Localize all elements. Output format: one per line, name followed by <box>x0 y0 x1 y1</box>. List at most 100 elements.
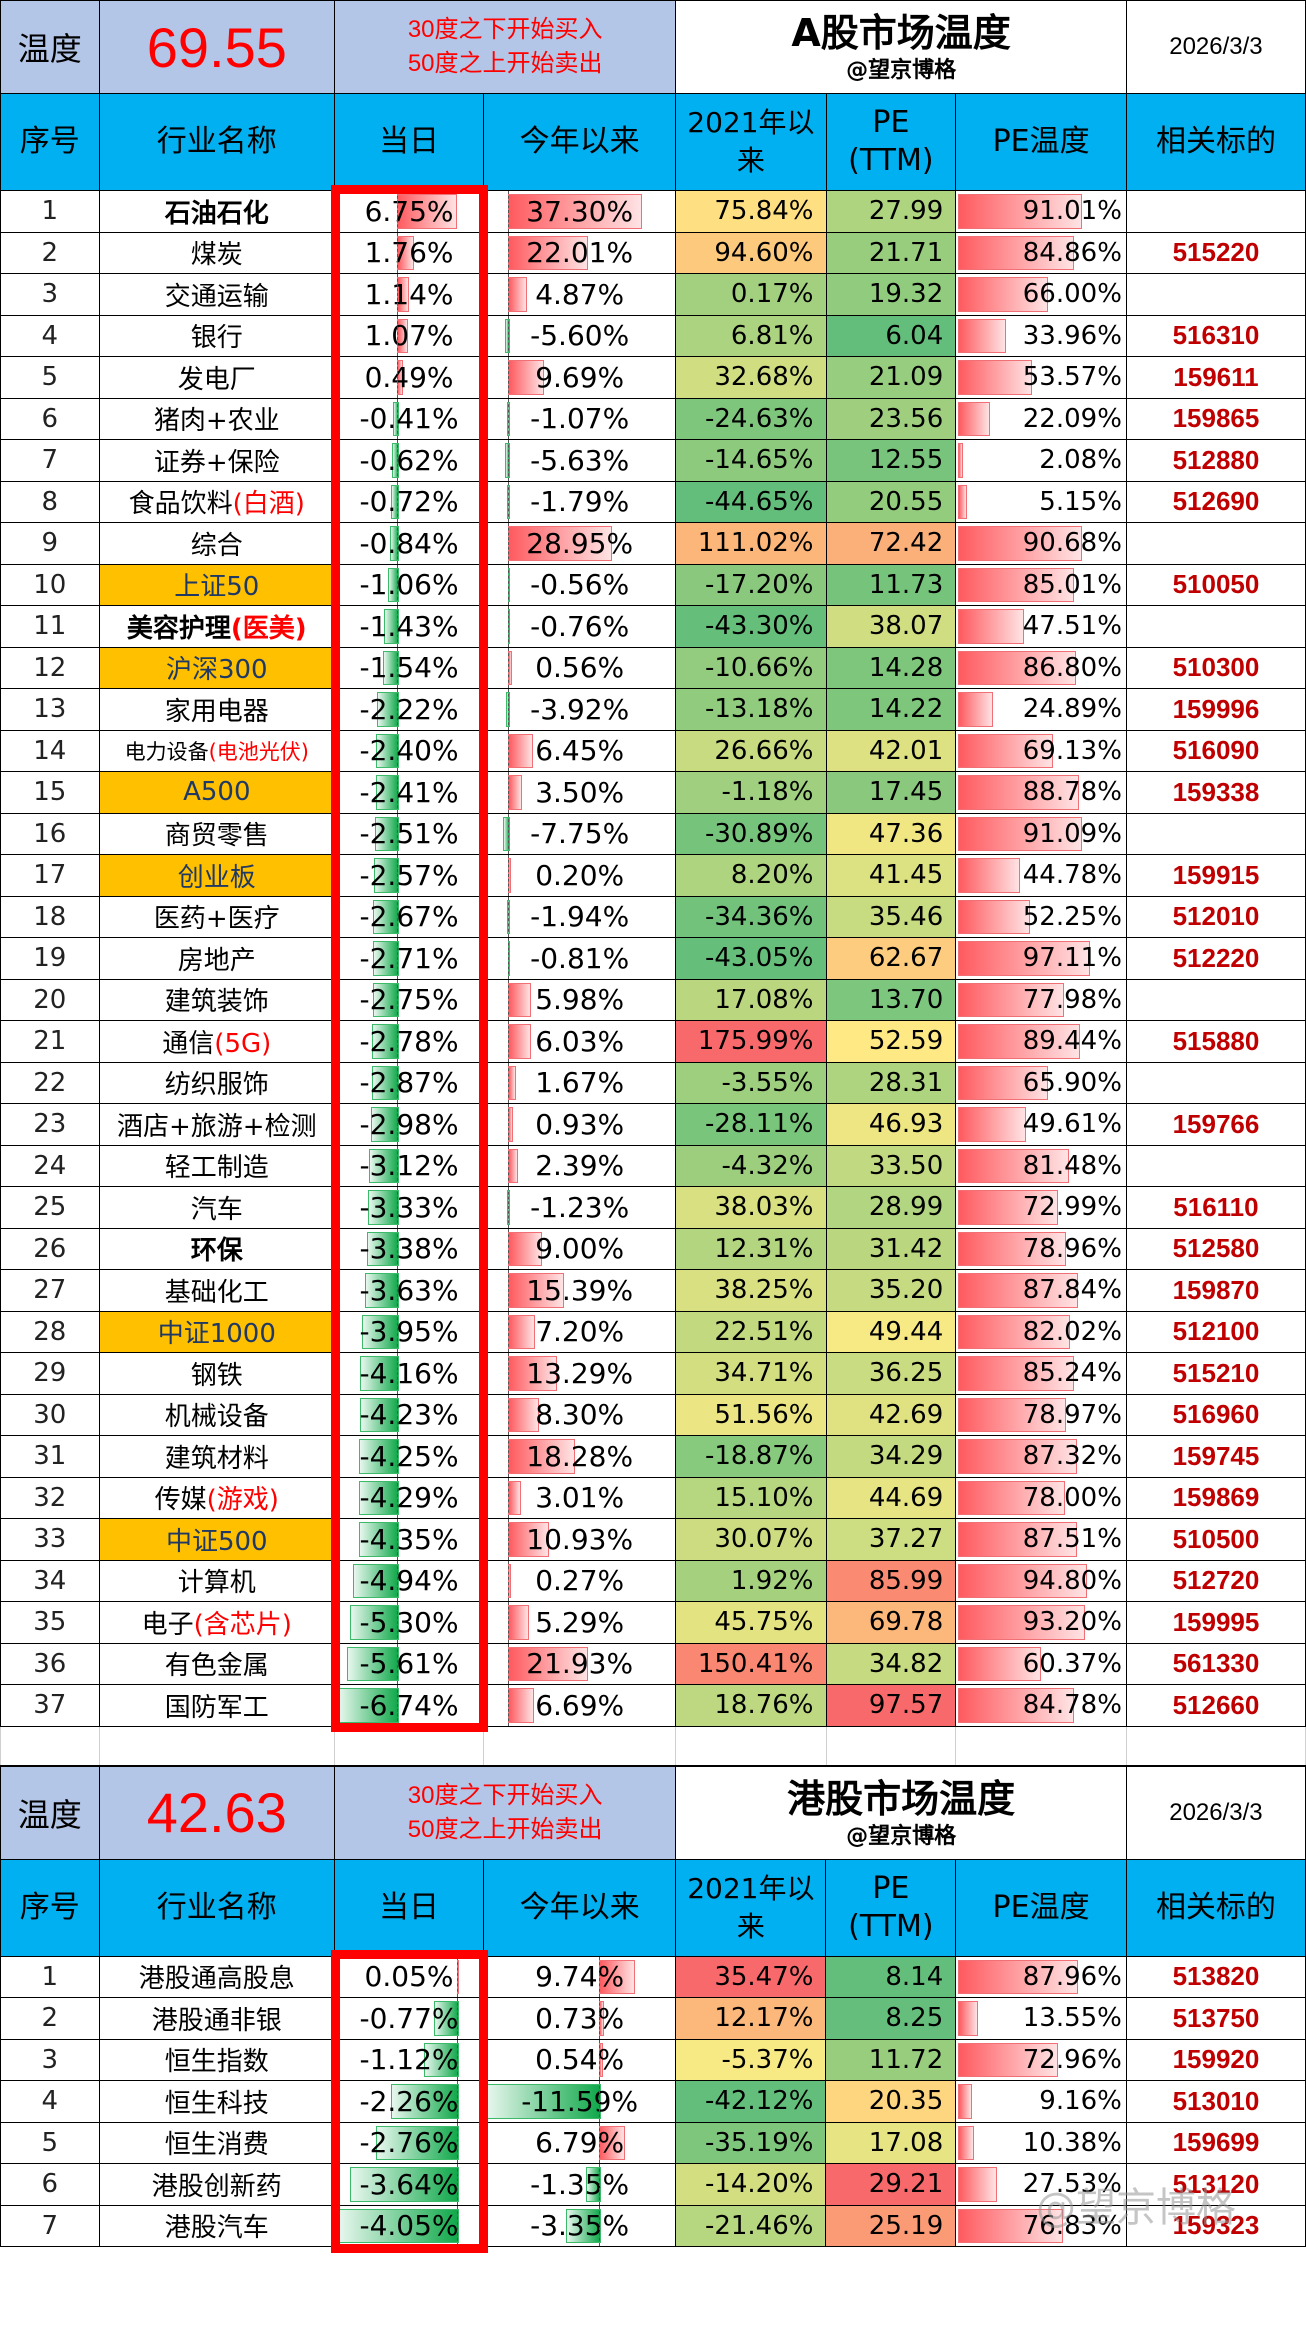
daily-change-value: -3.33% <box>359 1190 459 1224</box>
since-2021-change: 150.41% <box>675 1642 827 1685</box>
pe-temperature-cell: 5.15% <box>955 480 1127 523</box>
ytd-change-value: 37.30% <box>526 194 634 228</box>
table-row: 13 家用电器 -2.22% -3.92% -13.18% 14.22 24.8… <box>0 688 1306 731</box>
related-ticker[interactable]: 510500 <box>1125 1518 1306 1561</box>
related-ticker[interactable]: 510050 <box>1125 563 1306 606</box>
related-ticker[interactable] <box>1125 273 1306 316</box>
pe-temperature: 89.44% <box>1022 1026 1122 1057</box>
related-ticker[interactable]: 512580 <box>1125 1227 1306 1270</box>
daily-change-value: -4.29% <box>359 1481 459 1515</box>
related-ticker[interactable] <box>1125 1061 1306 1104</box>
daily-change-value: 6.75% <box>364 194 454 228</box>
pe-ttm: 46.93 <box>825 1103 957 1146</box>
market-title: 港股市场温度 <box>787 1776 1016 1821</box>
pe-temperature-bar <box>958 1190 1059 1225</box>
related-ticker[interactable]: 515880 <box>1125 1020 1306 1063</box>
daily-change-cell: -1.06% <box>334 563 485 606</box>
ytd-change-cell: -0.56% <box>483 563 677 606</box>
related-ticker[interactable] <box>1125 522 1306 565</box>
related-ticker[interactable]: 512010 <box>1125 895 1306 938</box>
related-ticker[interactable]: 159766 <box>1125 1103 1306 1146</box>
since-2021-change: 94.60% <box>675 231 827 274</box>
related-ticker[interactable] <box>1125 812 1306 855</box>
related-ticker[interactable]: 159611 <box>1125 356 1306 399</box>
related-ticker[interactable]: 159699 <box>1125 2121 1306 2164</box>
ytd-change-value: 1.67% <box>535 1066 625 1100</box>
related-ticker[interactable]: 512880 <box>1125 439 1306 482</box>
related-ticker[interactable]: 159338 <box>1125 771 1306 814</box>
pe-temperature-bar <box>958 277 1049 312</box>
positive-bar <box>508 1439 576 1474</box>
weibo-watermark: @望京博格 <box>1036 2185 1236 2231</box>
related-ticker[interactable]: 515220 <box>1125 231 1306 274</box>
related-ticker[interactable]: 159870 <box>1125 1269 1306 1312</box>
related-ticker[interactable]: 513750 <box>1125 1997 1306 2040</box>
daily-change-value: -2.22% <box>359 692 459 726</box>
table-row: 32 传媒(游戏) -4.29% 3.01% 15.10% 44.69 78.0… <box>0 1476 1306 1519</box>
related-ticker[interactable]: 159323 <box>1125 2204 1306 2247</box>
table-row: 10 上证50 -1.06% -0.56% -17.20% 11.73 85.0… <box>0 563 1306 606</box>
related-ticker[interactable]: 512660 <box>1125 1684 1306 1727</box>
related-ticker[interactable]: 513120 <box>1125 2163 1306 2206</box>
related-ticker[interactable]: 159996 <box>1125 688 1306 731</box>
since-2021-change: 12.17% <box>675 1997 827 2040</box>
pe-temperature-bar <box>958 2001 979 2036</box>
related-ticker[interactable]: 159915 <box>1125 854 1306 897</box>
related-ticker[interactable]: 561330 <box>1125 1642 1306 1685</box>
pe-temperature-bar <box>958 1688 1075 1723</box>
pe-temperature-cell: 13.55% <box>955 1997 1127 2040</box>
negative-bar <box>424 2042 460 2077</box>
related-ticker[interactable]: 515210 <box>1125 1352 1306 1395</box>
ytd-change-value: -5.63% <box>530 443 630 477</box>
related-ticker[interactable] <box>1125 605 1306 648</box>
pe-ttm: 36.25 <box>825 1352 957 1395</box>
related-ticker[interactable] <box>1125 1144 1306 1187</box>
pe-temperature-bar <box>958 526 1083 561</box>
pe-temperature-bar <box>958 609 1025 644</box>
row-index: 32 <box>0 1476 100 1519</box>
related-ticker[interactable]: 159745 <box>1125 1435 1306 1478</box>
pe-temperature-cell: 78.00% <box>955 1476 1127 1519</box>
related-ticker[interactable]: 512100 <box>1125 1310 1306 1353</box>
ytd-change-value: 6.69% <box>535 1688 625 1722</box>
since-2021-change: -10.66% <box>675 646 827 689</box>
related-ticker[interactable]: 159869 <box>1125 1476 1306 1519</box>
rule-buy: 30度之下开始买入 <box>407 1781 603 1809</box>
negative-bar <box>376 775 400 810</box>
related-ticker[interactable]: 516960 <box>1125 1393 1306 1436</box>
col-header-daily: 当日 <box>334 93 485 191</box>
daily-change-cell: -4.29% <box>334 1476 485 1519</box>
since-2021-change: -14.20% <box>675 2163 827 2206</box>
pe-temperature-cell: 91.09% <box>955 812 1127 855</box>
related-ticker[interactable]: 159920 <box>1125 2038 1306 2081</box>
daily-change-cell: -0.41% <box>334 397 485 440</box>
ytd-change-cell: 0.27% <box>483 1559 677 1602</box>
related-ticker[interactable]: 159865 <box>1125 397 1306 440</box>
daily-change-cell: 1.76% <box>334 231 485 274</box>
related-ticker[interactable]: 512690 <box>1125 480 1306 523</box>
industry-name: A500 <box>98 771 336 814</box>
rule-sell: 50度之上开始卖出 <box>407 50 603 77</box>
related-ticker[interactable]: 516090 <box>1125 729 1306 772</box>
pe-temperature-cell: 97.11% <box>955 937 1127 980</box>
related-ticker[interactable]: 513010 <box>1125 2080 1306 2123</box>
related-ticker[interactable]: 516110 <box>1125 1186 1306 1229</box>
related-ticker[interactable]: 510300 <box>1125 646 1306 689</box>
related-ticker[interactable] <box>1125 978 1306 1021</box>
table-row: 6 猪肉+农业 -0.41% -1.07% -24.63% 23.56 22.0… <box>0 397 1306 440</box>
ytd-change-cell: -1.79% <box>483 480 677 523</box>
related-ticker[interactable]: 512720 <box>1125 1559 1306 1602</box>
negative-bar <box>375 816 400 851</box>
ytd-change-cell: 3.01% <box>483 1476 677 1519</box>
related-ticker[interactable]: 159995 <box>1125 1601 1306 1644</box>
related-ticker[interactable]: 516310 <box>1125 314 1306 357</box>
ytd-change-value: -1.35% <box>530 2167 630 2201</box>
daily-change-cell: -2.71% <box>334 937 485 980</box>
related-ticker[interactable]: 512220 <box>1125 937 1306 980</box>
pe-temperature: 27.53% <box>1022 2169 1122 2200</box>
pe-temperature-cell: 82.02% <box>955 1310 1127 1353</box>
related-ticker[interactable]: 513820 <box>1125 1955 1306 1998</box>
ytd-change-value: 6.03% <box>535 1024 625 1058</box>
related-ticker[interactable] <box>1125 190 1306 233</box>
pe-temperature-bar <box>958 443 964 478</box>
